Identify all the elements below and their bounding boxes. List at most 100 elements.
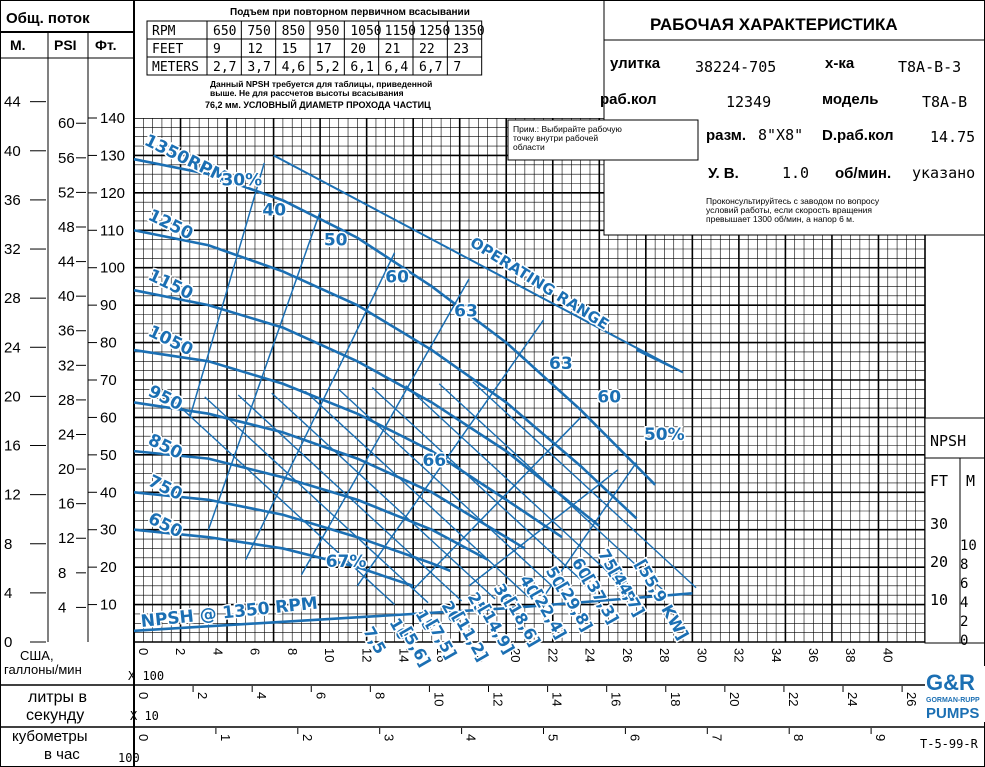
gpm-tick-label: 14 [397,648,412,662]
ft-tick-label: 10 [100,597,117,614]
head-curve-950 [133,401,526,550]
ft-tick-label: 90 [100,297,117,314]
m-tick-label: 16 [4,438,21,455]
bhp-line [271,392,496,600]
ft-tick-label: 30 [100,522,117,539]
m3h-tick-label: 9 [873,734,888,741]
npsh-ft-tick: 10 [930,591,948,609]
npsh-cell: 6,4 [385,60,409,75]
m3h-tick-label: 5 [545,734,560,741]
m3h-tick-label: 6 [627,734,642,741]
lps-tick-label: 20 [727,692,742,706]
efficiency-line [356,319,545,587]
ft-axis-label: Фт. [95,37,116,53]
efficiency-label: 63 [454,301,478,321]
model-label: модель [822,91,878,108]
lps-tick-label: 4 [254,692,269,699]
npsh-cell: 20 [350,42,366,57]
size-value: 8"X8" [758,126,803,144]
npsh-cell: 21 [385,42,401,57]
npsh-cell: 22 [419,42,435,57]
impeller-label: раб.кол [600,91,657,108]
npsh-cell: 750 [247,24,270,39]
m3h-label-2: в час [44,746,80,763]
head-curve-850 [133,449,489,561]
efficiency-label: 63 [549,354,573,374]
npsh-cell: 3,7 [247,60,270,75]
lps-tick-label: 14 [550,692,565,706]
npsh-m-tick: 8 [960,557,968,573]
gpm-tick-label: 24 [583,648,598,662]
char-label: х-ка [825,55,855,72]
operating-range-label: OPERATING RANGE [467,233,612,333]
logo-company: GORMAN-RUPP [926,697,980,704]
efficiency-label: 50% [644,425,685,445]
gpm-tick-label: 4 [210,648,225,655]
npsh-cell: 2,7 [213,60,236,75]
npsh-m-tick: 2 [960,614,968,630]
npsh-table: RPM 650 750 850 950 1050 1150 1250 1350 FEET 9 12 15… [146,20,485,76]
operating-range-line [273,154,684,374]
efficiency-line [244,252,396,560]
gpm-tick-label: 40 [880,648,895,662]
ft-tick-label: 20 [100,559,117,576]
efficiency-label: 50 [324,230,348,250]
ft-tick-label: 140 [100,110,125,127]
note-box [507,119,699,161]
m3h-tick-label: 3 [382,734,397,741]
lps-tick-label: 24 [845,692,860,706]
m-tick-label: 8 [4,536,12,553]
m3h-tick-label: 0 [136,734,151,741]
lps-label-2: секунду [26,707,84,724]
npsh-cell: 15 [282,42,298,57]
usgpm-label-1: США, [20,648,54,663]
psi-tick-label: 12 [58,530,75,547]
psi-tick-label: 44 [58,254,75,271]
volute-value: 38224-705 [695,58,776,76]
npsh-cell: 7 [453,60,461,75]
head-curve-1050 [133,348,563,539]
npsh-row-label: FEET [152,42,183,57]
rpm-label: 750 [145,471,186,505]
char-value: T8A-B-3 [898,58,961,76]
ft-tick-label: 80 [100,335,117,352]
m-tick-label: 32 [4,241,21,258]
npsh-note-3: 76,2 мм. УСЛОВНЫЙ ДИАМЕТР ПРОХОДА ЧАСТИЦ [205,99,431,110]
doc-code: T-5-99-R [920,737,979,751]
chart-curves [133,154,697,633]
m-tick-label: 0 [4,634,12,651]
npsh-cell: 9 [213,42,221,57]
impeller-value: 12349 [726,93,771,111]
gpm-tick-label: 20 [508,648,523,662]
m-tick-label: 12 [4,487,21,504]
npsh-note-1: Данный NPSH требуется для таблицы, приве… [210,79,432,89]
psi-tick-label: 36 [58,323,75,340]
m-tick-label: 44 [4,94,21,111]
npsh-m-tick: 6 [960,576,968,592]
spec-panel [603,0,985,236]
head-curve-1350RPM [133,157,657,486]
gpm-tick-label: 0 [136,648,151,655]
ft-tick-label: 40 [100,484,117,501]
m-tick-label: 24 [4,339,21,356]
bhp-line [438,383,664,591]
usgpm-label-2: галлоны/мин [4,662,82,677]
efficiency-line [412,416,582,591]
rpm-label: об/мин. [835,165,891,182]
npsh-m-tick: 10 [960,538,977,554]
rpm-label: 650 [145,509,186,543]
m3h-tick-label: 8 [791,734,806,741]
gpm-tick-label: 12 [359,648,374,662]
consult-2: условий работы, если скорость вращения [706,205,872,215]
npsh-side-ft: FT [930,472,948,490]
ft-tick-label: 110 [100,222,124,239]
note-3: области [513,142,545,152]
bhp-line [204,396,429,604]
npsh-cell: 6,7 [419,60,442,75]
efficiency-line [300,278,470,575]
npsh-cell: 12 [247,42,263,57]
lps-tick-label: 12 [491,692,506,706]
lps-tick-label: 2 [195,692,210,699]
psi-tick-label: 48 [58,219,75,236]
npsh-table-panel [134,0,604,118]
